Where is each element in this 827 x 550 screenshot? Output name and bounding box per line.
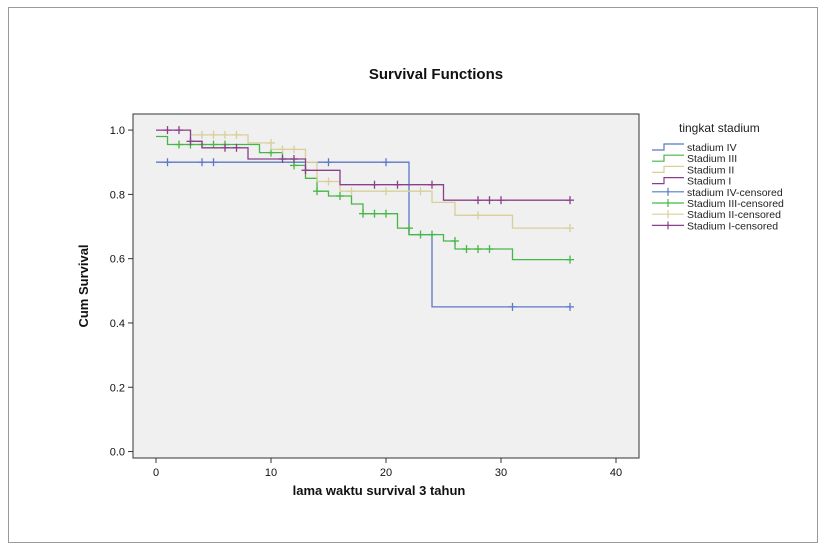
series-stadium-ii: [156, 129, 574, 233]
censored-marker: [428, 180, 436, 189]
censored-marker: [209, 130, 218, 139]
censored-marker: [221, 130, 229, 139]
survival-step-line: [156, 129, 570, 229]
censored-marker: [267, 138, 275, 147]
censored-marker: [462, 245, 471, 254]
x-tick-label: 20: [380, 467, 392, 479]
censored-marker: [405, 224, 413, 233]
censored-marker: [313, 187, 321, 196]
censored-marker: [566, 255, 574, 264]
censored-marker: [290, 155, 298, 164]
legend-item: stadium IV-censored: [652, 187, 783, 199]
y-tick-label: 0.0: [110, 447, 125, 459]
censored-marker: [566, 302, 574, 311]
censored-marker: [416, 230, 425, 239]
censored-marker: [474, 211, 482, 220]
y-tick-label: 1.0: [110, 125, 125, 137]
plot-area: [132, 113, 640, 459]
legend-label: Stadium III-censored: [687, 198, 784, 210]
censored-marker: [451, 236, 459, 245]
censored-marker: [221, 143, 229, 152]
censored-marker: [290, 145, 298, 154]
survival-chart: Survival Functions 0 10 20 30 40 0.0 0.2 0.4 0.6…: [76, 66, 784, 498]
censored-marker: [163, 126, 172, 135]
censored-marker: [497, 196, 505, 205]
legend-item: Stadium III-censored: [652, 198, 784, 210]
censored-marker: [370, 209, 379, 218]
x-tick-label: 40: [610, 467, 622, 479]
legend-line-swatch: [652, 154, 684, 162]
legend-label: Stadium I-censored: [687, 220, 778, 232]
censored-marker: [485, 245, 494, 254]
censored-marker: [324, 177, 333, 186]
censored-marker: [428, 230, 436, 239]
censored-marker: [474, 245, 482, 254]
censored-marker: [175, 126, 183, 135]
y-tick-label: 0.6: [110, 254, 125, 266]
x-tick-label: 10: [265, 467, 277, 479]
censored-marker: [393, 180, 402, 189]
x-axis-title: lama waktu survival 3 tahun: [293, 483, 466, 498]
legend-item: Stadium I-censored: [652, 220, 778, 232]
series-stadium-i: [156, 126, 574, 205]
censored-marker: [186, 137, 195, 146]
y-tick-label: 0.8: [110, 189, 125, 201]
censored-marker: [163, 158, 172, 167]
censored-marker: [324, 158, 333, 167]
legend-label: Stadium III: [687, 153, 737, 165]
x-tick-label: 30: [495, 467, 507, 479]
censored-marker: [278, 155, 287, 164]
censored-marker: [198, 158, 206, 167]
legend-label: Stadium I: [687, 176, 731, 188]
censored-marker: [382, 187, 390, 196]
legend-label: stadium IV-censored: [687, 187, 783, 199]
censored-marker: [566, 196, 574, 205]
legend-item: stadium IV: [652, 142, 737, 154]
censored-marker: [232, 143, 241, 152]
legend-line-swatch: [652, 177, 684, 185]
censored-marker: [347, 187, 356, 196]
censored-marker: [566, 224, 574, 233]
legend-item: Stadium I: [652, 176, 731, 188]
legend-label: stadium IV: [687, 142, 737, 154]
legend-label: Stadium II-censored: [687, 209, 781, 221]
y-tick-label: 0.4: [110, 318, 125, 330]
censored-marker: [416, 187, 425, 196]
censored-marker: [209, 158, 218, 167]
y-tick-label: 0.2: [110, 382, 125, 394]
censored-marker: [232, 130, 241, 139]
censored-marker: [382, 209, 390, 218]
x-tick-label: 0: [153, 467, 159, 479]
censored-marker: [485, 196, 494, 205]
legend-item: Stadium III: [652, 153, 737, 165]
series-stadium-iii: [156, 135, 574, 264]
censored-marker: [301, 166, 310, 175]
censored-marker: [175, 140, 183, 149]
chart-title: Survival Functions: [369, 66, 503, 83]
legend-item: Stadium II-censored: [652, 209, 781, 221]
legend-line-swatch: [652, 143, 684, 151]
legend-line-swatch: [652, 165, 684, 173]
chart-frame: Survival Functions 0 10 20 30 40 0.0 0.2 0.4 0.6…: [8, 7, 818, 543]
legend-item: Stadium II: [652, 164, 734, 176]
legend-title: tingkat stadium: [679, 121, 760, 135]
censored-marker: [336, 191, 344, 200]
censored-marker: [370, 180, 379, 189]
censored-marker: [508, 302, 517, 311]
censored-marker: [474, 196, 482, 205]
censored-marker: [198, 130, 206, 139]
y-axis-title: Cum Survival: [76, 244, 91, 327]
legend-label: Stadium II: [687, 164, 734, 176]
censored-marker: [359, 209, 367, 218]
censored-marker: [278, 145, 287, 154]
censored-marker: [382, 158, 390, 167]
